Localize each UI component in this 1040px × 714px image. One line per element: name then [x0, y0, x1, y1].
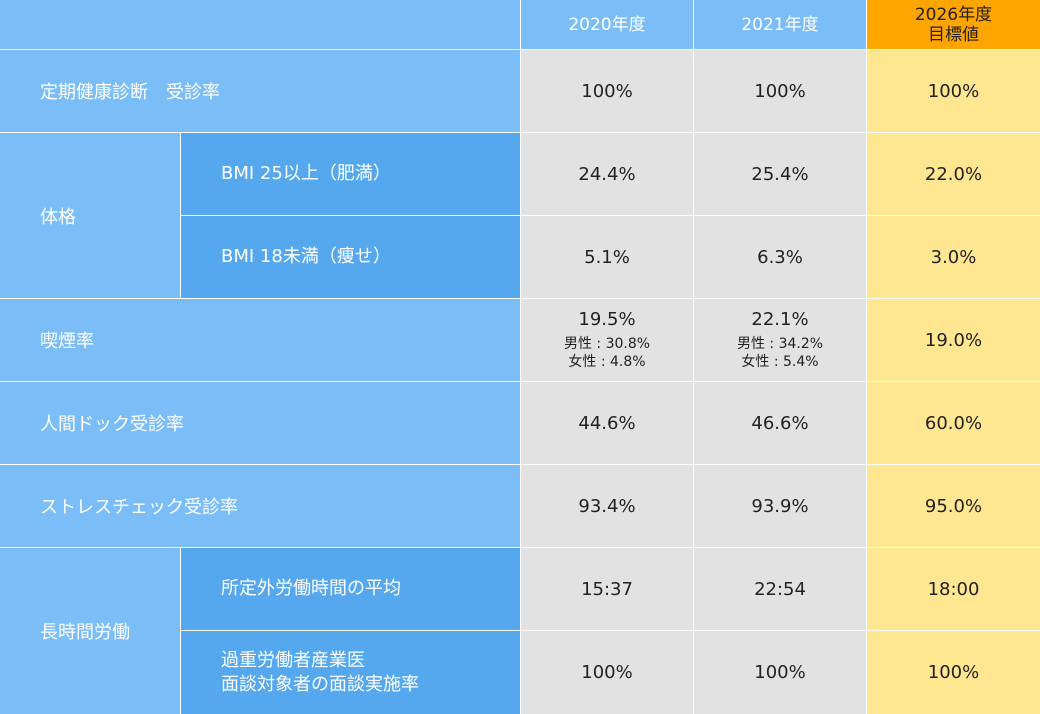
overtime-interview-2020: 100% [521, 631, 694, 714]
smoking-2021-male: 男性 : 34.2% [736, 336, 824, 352]
stress-2020: 93.4% [521, 465, 694, 548]
bmi-obese-2021: 25.4% [694, 133, 867, 216]
overtime-avg-2021: 22:54 [694, 548, 867, 631]
overtime-avg-2020: 15:37 [521, 548, 694, 631]
smoking-target: 19.0% [867, 299, 1040, 382]
bmi-obese-2020: 24.4% [521, 133, 694, 216]
row-label-physique: 体格 [0, 133, 181, 299]
smoking-2021-female: 女性 : 5.4% [741, 354, 819, 370]
header-blank [0, 0, 521, 50]
header-target-year: 2026年度 [914, 4, 993, 25]
row-label-overtime: 長時間労働 [0, 548, 181, 714]
overtime-interview-2021: 100% [694, 631, 867, 714]
row-label-checkup: 定期健康診断 受診率 [0, 50, 521, 133]
header-target: 2026年度 目標値 [867, 0, 1040, 50]
dock-2020: 44.6% [521, 382, 694, 465]
smoking-2020-female: 女性 : 4.8% [568, 354, 646, 370]
dock-target: 60.0% [867, 382, 1040, 465]
bmi-thin-target: 3.0% [867, 216, 1040, 299]
row-label-overtime-interview: 過重労働者産業医 面談対象者の面談実施率 [181, 631, 521, 714]
overtime-interview-label-line1: 過重労働者産業医 [221, 649, 365, 671]
header-target-label: 目標値 [928, 24, 979, 45]
bmi-thin-2020: 5.1% [521, 216, 694, 299]
row-label-overtime-avg: 所定外労働時間の平均 [181, 548, 521, 631]
header-2021: 2021年度 [694, 0, 867, 50]
overtime-interview-label-line2: 面談対象者の面談実施率 [221, 673, 419, 695]
overtime-avg-target: 18:00 [867, 548, 1040, 631]
row-label-bmi-obese: BMI 25以上（肥満） [181, 133, 521, 216]
smoking-2020-male: 男性 : 30.8% [563, 336, 651, 352]
smoking-2021-total: 22.1% [751, 309, 809, 330]
smoking-2020: 19.5% 男性 : 30.8% 女性 : 4.8% [521, 299, 694, 382]
stress-2021: 93.9% [694, 465, 867, 548]
bmi-obese-target: 22.0% [867, 133, 1040, 216]
stress-target: 95.0% [867, 465, 1040, 548]
checkup-2020: 100% [521, 50, 694, 133]
row-label-dock: 人間ドック受診率 [0, 382, 521, 465]
smoking-2020-total: 19.5% [578, 309, 636, 330]
smoking-2021: 22.1% 男性 : 34.2% 女性 : 5.4% [694, 299, 867, 382]
bmi-thin-2021: 6.3% [694, 216, 867, 299]
checkup-target: 100% [867, 50, 1040, 133]
row-label-smoking: 喫煙率 [0, 299, 521, 382]
row-label-bmi-thin: BMI 18未満（痩せ） [181, 216, 521, 299]
overtime-interview-target: 100% [867, 631, 1040, 714]
checkup-2021: 100% [694, 50, 867, 133]
header-2020: 2020年度 [521, 0, 694, 50]
dock-2021: 46.6% [694, 382, 867, 465]
row-label-stress: ストレスチェック受診率 [0, 465, 521, 548]
